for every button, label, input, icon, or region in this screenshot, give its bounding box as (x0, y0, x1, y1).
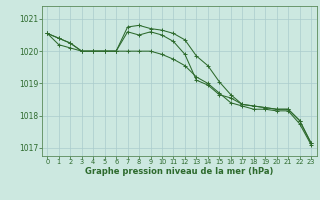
X-axis label: Graphe pression niveau de la mer (hPa): Graphe pression niveau de la mer (hPa) (85, 167, 273, 176)
